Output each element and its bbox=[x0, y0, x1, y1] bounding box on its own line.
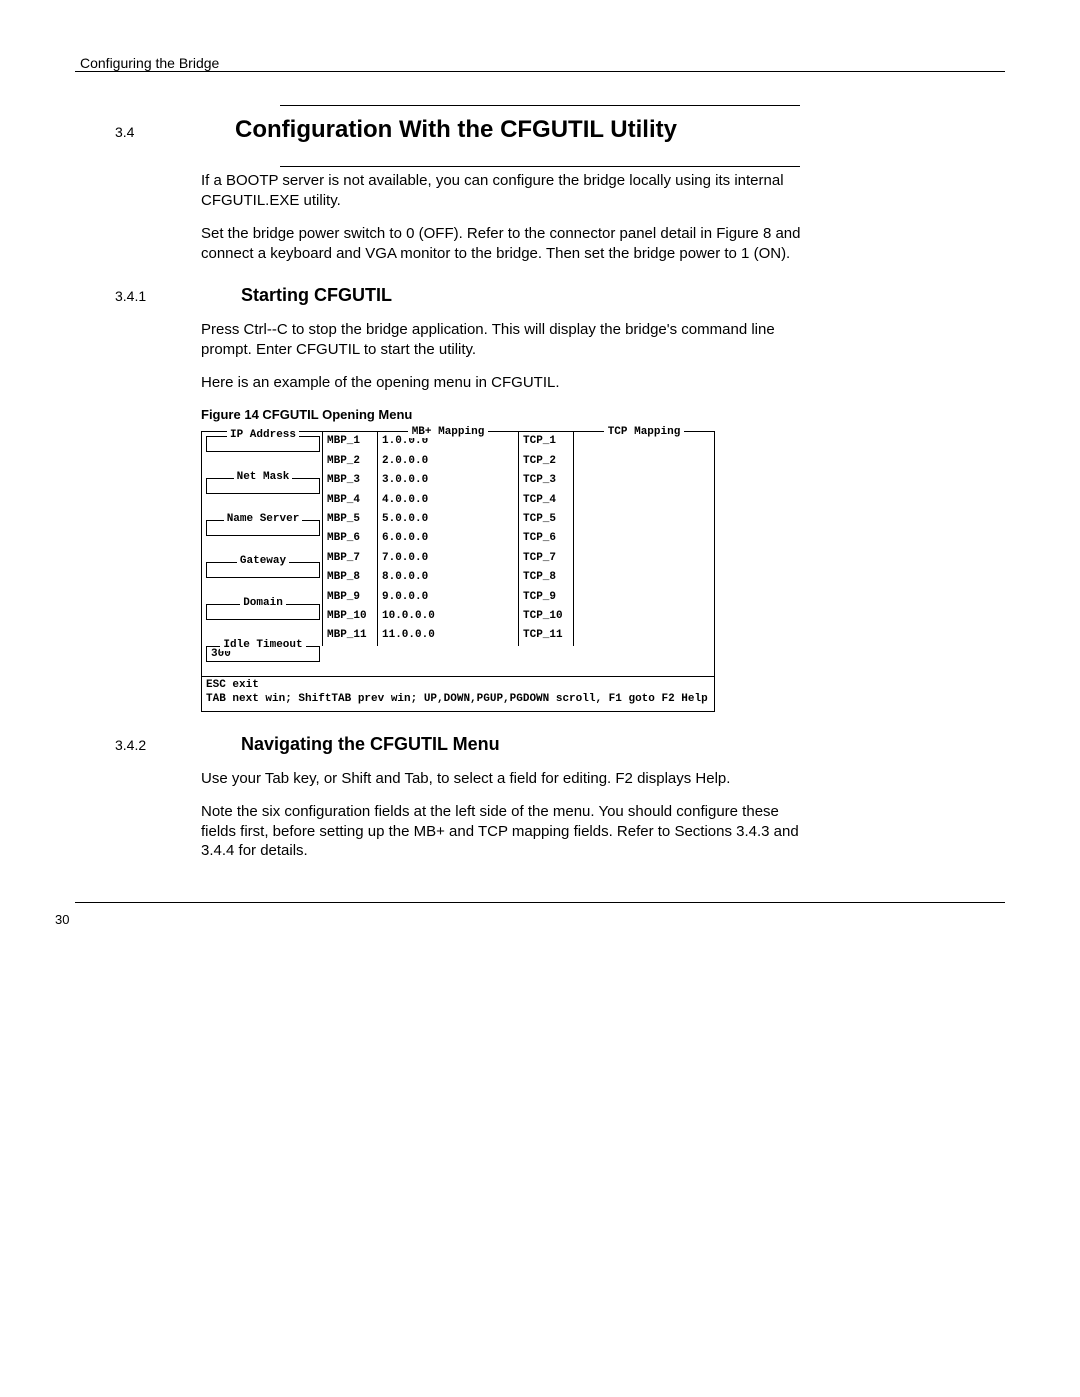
map-row-value bbox=[574, 529, 714, 548]
map-row-label: TCP_11 bbox=[519, 626, 573, 645]
map-row-label: TCP_4 bbox=[519, 491, 573, 510]
sub1-p1: Press Ctrl--C to stop the bridge applica… bbox=[201, 320, 801, 359]
cfg-field-idle-timeout: Idle Timeout300 bbox=[206, 646, 320, 662]
tcp-title: TCP Mapping bbox=[574, 431, 714, 449]
subsection-1-number: 3.4.1 bbox=[75, 288, 241, 304]
map-row-value bbox=[574, 549, 714, 568]
map-row-value: 10.0.0.0 bbox=[378, 607, 518, 626]
map-row-label: MBP_4 bbox=[323, 491, 377, 510]
subsection-1-heading: 3.4.1 Starting CFGUTIL bbox=[75, 285, 1005, 314]
map-row-value: 9.0.0.0 bbox=[378, 588, 518, 607]
map-row-label: TCP_5 bbox=[519, 510, 573, 529]
map-row-label: MBP_6 bbox=[323, 529, 377, 548]
map-row-value: 2.0.0.0 bbox=[378, 452, 518, 471]
map-row-label: MBP_1 bbox=[323, 432, 377, 451]
cfg-field-label: IP Address bbox=[227, 429, 299, 441]
tcp-value-column: TCP Mapping bbox=[573, 432, 714, 645]
map-row-value: 6.0.0.0 bbox=[378, 529, 518, 548]
map-row-label: TCP_3 bbox=[519, 471, 573, 490]
mbp-title: MB+ Mapping bbox=[378, 431, 518, 449]
cfg-field-label: Gateway bbox=[237, 555, 289, 567]
cfgutil-figure: IP Address Net Mask Name Server Gateway Doma… bbox=[201, 431, 715, 712]
figure-caption: Figure 14 CFGUTIL Opening Menu bbox=[201, 407, 801, 424]
map-row-value bbox=[574, 607, 714, 626]
header-rule bbox=[75, 71, 1005, 72]
map-row-label: MBP_5 bbox=[323, 510, 377, 529]
mbp-label-column: MBP_1MBP_2MBP_3MBP_4MBP_5MBP_6MBP_7MBP_8… bbox=[322, 432, 377, 645]
map-row-label: MBP_7 bbox=[323, 549, 377, 568]
map-row-label: TCP_6 bbox=[519, 529, 573, 548]
section-heading-row: 3.4 Configuration With the CFGUTIL Utili… bbox=[75, 110, 1005, 154]
map-row-value: 8.0.0.0 bbox=[378, 568, 518, 587]
footer-rule bbox=[75, 902, 1005, 903]
running-head: Configuring the Bridge bbox=[80, 55, 219, 71]
sub1-p2: Here is an example of the opening menu i… bbox=[201, 373, 801, 393]
cfg-left-column: IP Address Net Mask Name Server Gateway Doma… bbox=[202, 432, 322, 674]
map-row-label: TCP_7 bbox=[519, 549, 573, 568]
section-p1: If a BOOTP server is not available, you … bbox=[201, 171, 801, 210]
map-row-label: TCP_10 bbox=[519, 607, 573, 626]
cfg-field-net-mask: Net Mask bbox=[206, 478, 320, 494]
cfg-field-label: Net Mask bbox=[234, 471, 293, 483]
cfg-field-label: Idle Timeout bbox=[220, 639, 305, 651]
map-row-value bbox=[574, 491, 714, 510]
map-row-label: TCP_2 bbox=[519, 452, 573, 471]
map-row-value bbox=[574, 588, 714, 607]
map-row-label: MBP_8 bbox=[323, 568, 377, 587]
map-row-label: MBP_3 bbox=[323, 471, 377, 490]
section-number: 3.4 bbox=[75, 114, 235, 140]
map-row-label: MBP_11 bbox=[323, 626, 377, 645]
cfg-field-label: Name Server bbox=[224, 513, 303, 525]
mbp-value-column: MB+ Mapping 1.0.0.02.0.0.03.0.0.04.0.0.0… bbox=[377, 432, 518, 645]
map-row-label: TCP_1 bbox=[519, 432, 573, 451]
map-row-value: 4.0.0.0 bbox=[378, 491, 518, 510]
cfg-field-gateway: Gateway bbox=[206, 562, 320, 578]
map-row-value: 7.0.0.0 bbox=[378, 549, 518, 568]
map-row-value bbox=[574, 568, 714, 587]
map-row-value: 11.0.0.0 bbox=[378, 626, 518, 645]
tcp-label-column: TCP_1TCP_2TCP_3TCP_4TCP_5TCP_6TCP_7TCP_8… bbox=[518, 432, 573, 645]
section-rule-top bbox=[280, 105, 800, 106]
map-row-value bbox=[574, 626, 714, 645]
sub2-p1: Use your Tab key, or Shift and Tab, to s… bbox=[201, 769, 801, 789]
cfg-field-ip-address: IP Address bbox=[206, 436, 320, 452]
map-row-value: 3.0.0.0 bbox=[378, 471, 518, 490]
subsection-2-heading: 3.4.2 Navigating the CFGUTIL Menu bbox=[75, 734, 1005, 763]
cfg-field-domain: Domain bbox=[206, 604, 320, 620]
sub2-p2: Note the six configuration fields at the… bbox=[201, 802, 801, 861]
map-row-value bbox=[574, 510, 714, 529]
map-row-label: MBP_10 bbox=[323, 607, 377, 626]
section-title: Configuration With the CFGUTIL Utility bbox=[235, 116, 677, 144]
subsection-2-title: Navigating the CFGUTIL Menu bbox=[241, 734, 500, 755]
map-row-value: 5.0.0.0 bbox=[378, 510, 518, 529]
cfg-field-label: Domain bbox=[240, 597, 286, 609]
cfgutil-footer: ESC exit TAB next win; ShiftTAB prev win… bbox=[202, 676, 714, 707]
page-number: 30 bbox=[55, 912, 69, 927]
map-row-value bbox=[574, 452, 714, 471]
section-p2: Set the bridge power switch to 0 (OFF). … bbox=[201, 224, 801, 263]
cfg-field-name-server: Name Server bbox=[206, 520, 320, 536]
cfgutil-footer-line2: TAB next win; ShiftTAB prev win; UP,DOWN… bbox=[206, 693, 710, 707]
map-row-label: MBP_9 bbox=[323, 588, 377, 607]
section-rule-bottom bbox=[280, 166, 800, 167]
cfgutil-footer-line1: ESC exit bbox=[206, 679, 710, 693]
map-row-label: TCP_8 bbox=[519, 568, 573, 587]
map-row-label: TCP_9 bbox=[519, 588, 573, 607]
subsection-1-title: Starting CFGUTIL bbox=[241, 285, 392, 306]
map-row-label: MBP_2 bbox=[323, 452, 377, 471]
subsection-2-number: 3.4.2 bbox=[75, 737, 241, 753]
map-row-value bbox=[574, 471, 714, 490]
